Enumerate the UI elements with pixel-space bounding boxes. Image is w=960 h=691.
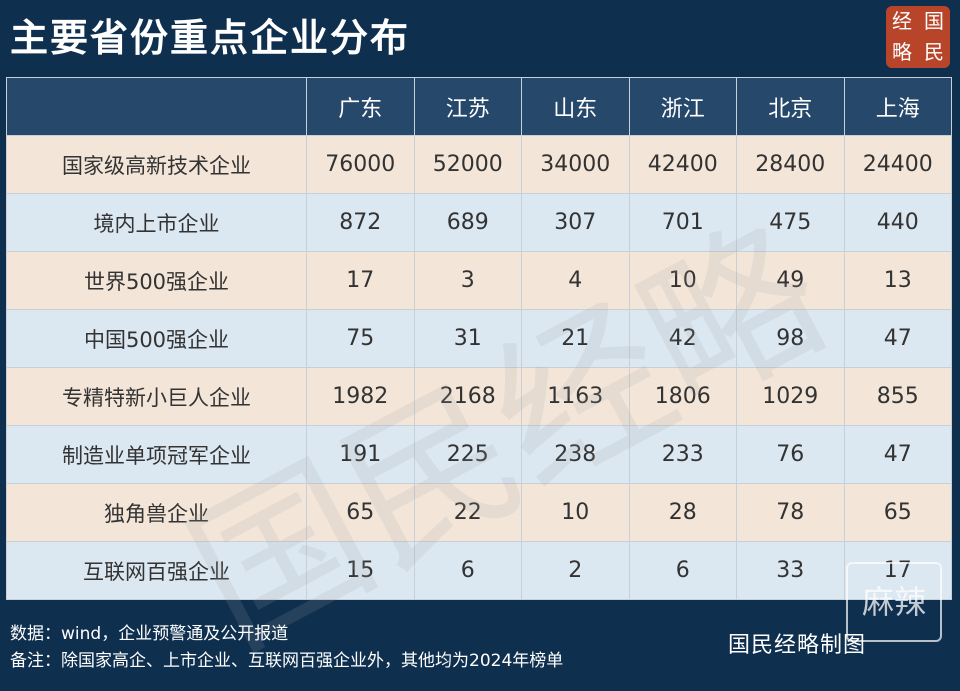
table-cell: 42: [628, 309, 737, 368]
row-label: 专精特新小巨人企业: [6, 367, 307, 426]
table-cell: 1029: [736, 367, 845, 426]
table-cell: 689: [413, 193, 522, 252]
table-cell: 238: [521, 425, 630, 484]
table-cell: 855: [843, 367, 952, 426]
table-cell: 98: [736, 309, 845, 368]
table-cell: 6: [628, 541, 737, 600]
remark-note: 备注：除国家高企、上市企业、互联网百强企业外，其他均为2024年榜单: [10, 651, 564, 671]
table-header-row: 广东 江苏 山东 浙江 北京 上海: [6, 77, 952, 136]
logo-char: 经: [892, 9, 912, 33]
table-cell: 2168: [413, 367, 522, 426]
table-cell: 1982: [306, 367, 415, 426]
table-cell: 34000: [521, 135, 630, 194]
row-label: 独角兽企业: [6, 483, 307, 542]
column-header: 北京: [736, 77, 845, 136]
table-cell: 307: [521, 193, 630, 252]
table-row: 互联网百强企业 15 6 2 6 33 17: [6, 541, 952, 600]
column-header: 浙江: [628, 77, 737, 136]
brand-credit: 国民经略制图: [728, 633, 867, 658]
table-cell: 475: [736, 193, 845, 252]
table-cell: 701: [628, 193, 737, 252]
table-row: 境内上市企业 872 689 307 701 475 440: [6, 193, 952, 252]
row-label: 国家级高新技术企业: [6, 135, 307, 194]
table-cell: 10: [628, 251, 737, 310]
page-title: 主要省份重点企业分布: [10, 16, 411, 60]
table-cell: 47: [843, 309, 952, 368]
brand-logo: 经 国 略 民: [886, 6, 950, 68]
table-cell: 872: [306, 193, 415, 252]
table-cell: 6: [413, 541, 522, 600]
table-row: 中国500强企业 75 31 21 42 98 47: [6, 309, 952, 368]
table-cell: 17: [306, 251, 415, 310]
logo-char: 民: [924, 40, 944, 64]
table-cell: 47: [843, 425, 952, 484]
table-cell: 1806: [628, 367, 737, 426]
table-cell: 1163: [521, 367, 630, 426]
table-row: 国家级高新技术企业 76000 52000 34000 42400 28400 24400: [6, 135, 952, 194]
table-cell: 76000: [306, 135, 415, 194]
table-cell: 440: [843, 193, 952, 252]
table-row: 独角兽企业 65 22 10 28 78 65: [6, 483, 952, 542]
logo-char: 国: [924, 9, 944, 33]
data-source-note: 数据：wind，企业预警通及公开报道: [10, 624, 289, 644]
table-cell: 21: [521, 309, 630, 368]
corner-stamp: 麻辣: [846, 562, 942, 642]
table-row: 专精特新小巨人企业 1982 2168 1163 1806 1029 855: [6, 367, 952, 426]
logo-char: 略: [892, 40, 912, 64]
header-corner: [6, 77, 307, 136]
table-cell: 233: [628, 425, 737, 484]
table-cell: 13: [843, 251, 952, 310]
table-row: 世界500强企业 17 3 4 10 49 13: [6, 251, 952, 310]
table-cell: 65: [843, 483, 952, 542]
table-cell: 2: [521, 541, 630, 600]
column-header: 上海: [843, 77, 952, 136]
table-cell: 10: [521, 483, 630, 542]
row-label: 制造业单项冠军企业: [6, 425, 307, 484]
table-cell: 42400: [628, 135, 737, 194]
enterprise-table: 广东 江苏 山东 浙江 北京 上海 国家级高新技术企业 76000 52000 340…: [6, 77, 952, 600]
table-cell: 3: [413, 251, 522, 310]
table-cell: 28400: [736, 135, 845, 194]
table-cell: 31: [413, 309, 522, 368]
table-cell: 191: [306, 425, 415, 484]
table-cell: 225: [413, 425, 522, 484]
row-label: 中国500强企业: [6, 309, 307, 368]
column-header: 山东: [521, 77, 630, 136]
table-cell: 17: [843, 541, 952, 600]
column-header: 广东: [306, 77, 415, 136]
table-cell: 33: [736, 541, 845, 600]
table-cell: 78: [736, 483, 845, 542]
row-label: 世界500强企业: [6, 251, 307, 310]
row-label: 互联网百强企业: [6, 541, 307, 600]
table-cell: 15: [306, 541, 415, 600]
table-cell: 75: [306, 309, 415, 368]
table-cell: 76: [736, 425, 845, 484]
table-cell: 28: [628, 483, 737, 542]
row-label: 境内上市企业: [6, 193, 307, 252]
column-header: 江苏: [413, 77, 522, 136]
table-cell: 65: [306, 483, 415, 542]
table-row: 制造业单项冠军企业 191 225 238 233 76 47: [6, 425, 952, 484]
table-cell: 49: [736, 251, 845, 310]
table-cell: 22: [413, 483, 522, 542]
table-cell: 52000: [413, 135, 522, 194]
table-cell: 24400: [843, 135, 952, 194]
table-cell: 4: [521, 251, 630, 310]
enterprise-table-container: 广东 江苏 山东 浙江 北京 上海 国家级高新技术企业 76000 52000 340…: [6, 77, 952, 602]
